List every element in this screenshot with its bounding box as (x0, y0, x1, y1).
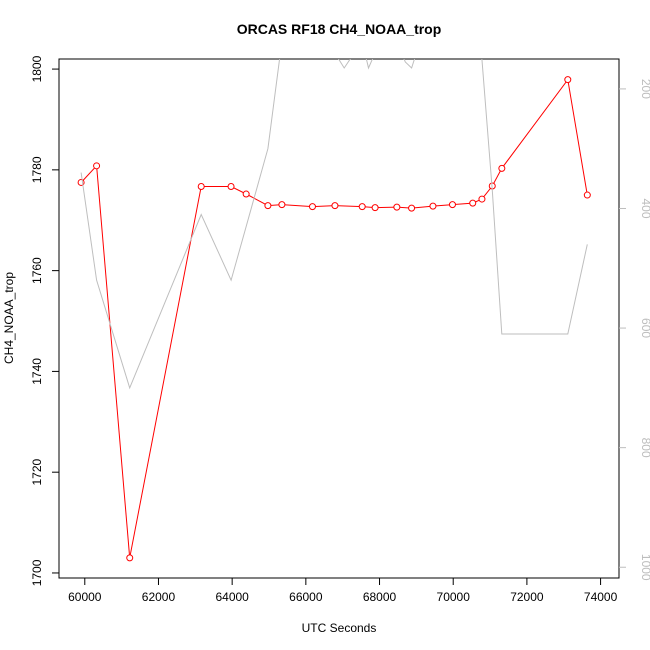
chart-title: ORCAS RF18 CH4_NOAA_trop (237, 21, 442, 37)
data-point (227, 182, 235, 190)
data-point (264, 202, 272, 210)
x-tick-label: 66000 (289, 590, 323, 604)
y-tick-label: 1760 (30, 257, 44, 284)
y-axis-label: CH4_NOAA_trop (2, 272, 16, 364)
axis-layer: 60000 62000 64000 66000 68000 70000 72000 74000… (30, 55, 650, 604)
y-tick-label: 1720 (30, 459, 44, 486)
series-line-right (80, 59, 588, 390)
data-point (308, 203, 316, 211)
x-axis-label: UTC Seconds (302, 621, 377, 635)
data-point (393, 203, 401, 211)
y2-tick-label: 200 (639, 79, 650, 99)
x-tick-label: 68000 (363, 590, 397, 604)
data-point (93, 162, 101, 170)
data-point (197, 182, 205, 190)
data-point (498, 164, 506, 172)
x-tick-label: 70000 (437, 590, 471, 604)
data-point (408, 204, 416, 212)
data-point (331, 202, 339, 210)
x-tick-label: 74000 (584, 590, 618, 604)
y-tick-label: 1780 (30, 156, 44, 183)
y-tick-label: 1740 (30, 358, 44, 385)
series-layer (77, 59, 591, 562)
data-point (242, 190, 250, 198)
x-tick-label: 62000 (142, 590, 176, 604)
y2-tick-label: 400 (639, 198, 650, 218)
plot-frame (58, 58, 620, 579)
series-line-left (80, 78, 588, 558)
x-tick-label: 72000 (510, 590, 544, 604)
data-point (358, 203, 366, 211)
data-point (371, 204, 379, 212)
data-point (564, 76, 572, 84)
data-point (448, 201, 456, 209)
x-tick-label: 64000 (215, 590, 249, 604)
x-tick-label: 60000 (68, 590, 102, 604)
y2-tick-label: 1000 (639, 554, 650, 581)
data-point (469, 199, 477, 207)
data-point (126, 554, 134, 562)
data-point (278, 201, 286, 209)
data-point (429, 202, 437, 210)
y-tick-label: 1700 (30, 559, 44, 586)
data-point (478, 195, 486, 203)
y2-tick-label: 800 (639, 438, 650, 458)
y2-tick-label: 600 (639, 318, 650, 338)
y-tick-label: 1800 (30, 55, 44, 82)
data-point (583, 191, 591, 199)
